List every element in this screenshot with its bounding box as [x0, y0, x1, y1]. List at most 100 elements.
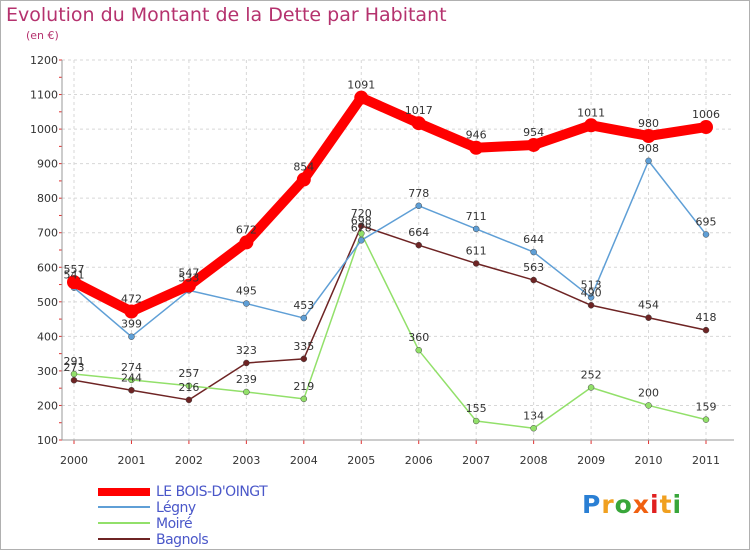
data-point-bois-d-oingt [67, 275, 81, 290]
data-point-legny [415, 202, 422, 210]
data-point-bois-d-oingt [181, 278, 196, 293]
legend-swatch-moire [98, 522, 150, 524]
logo-letter: i [650, 490, 660, 519]
y-tick-label: 1200 [30, 54, 58, 67]
data-point-moire [645, 402, 652, 409]
data-label-bois-d-oingt: 946 [466, 129, 487, 142]
data-point-bagnols [702, 326, 710, 334]
data-label-bagnols: 244 [121, 371, 142, 384]
data-label-bagnols: 335 [293, 340, 314, 353]
proxiti-logo: Proxiti [582, 490, 682, 519]
data-label-bois-d-oingt: 1091 [347, 79, 375, 92]
logo-letter: t [659, 490, 673, 519]
x-tick-label: 2007 [462, 454, 490, 467]
data-label-legny: 678 [351, 221, 372, 234]
chart-title: Evolution du Montant de la Dette par Hab… [6, 4, 447, 26]
data-point-moire [243, 388, 250, 396]
data-point-moire [587, 384, 595, 391]
data-label-legny: 399 [121, 318, 142, 331]
legend-swatch-bois-d-oingt [98, 488, 150, 496]
logo-letter: o [614, 490, 633, 519]
data-point-legny [300, 314, 308, 322]
data-label-legny: 453 [293, 299, 314, 312]
data-label-moire: 274 [121, 361, 142, 374]
logo-letter: x [632, 490, 650, 519]
data-point-moire [472, 417, 480, 425]
data-label-bois-d-oingt: 954 [523, 126, 544, 139]
data-point-legny [128, 333, 135, 340]
legend-label-bagnols: Bagnols [156, 532, 209, 548]
data-label-moire: 200 [638, 386, 659, 399]
x-tick-label: 2009 [577, 454, 605, 467]
y-tick-label: 1100 [30, 89, 58, 102]
data-point-bois-d-oingt [411, 116, 426, 131]
data-point-bagnols [70, 376, 78, 384]
data-label-bagnols: 323 [236, 344, 257, 357]
data-label-bois-d-oingt: 980 [638, 117, 659, 130]
data-label-moire: 698 [351, 214, 372, 227]
data-point-moire [702, 416, 710, 423]
y-tick-label: 600 [37, 261, 58, 274]
data-label-moire: 257 [178, 367, 199, 380]
data-point-bois-d-oingt [296, 172, 311, 187]
data-label-bagnols: 664 [408, 226, 429, 239]
y-tick-label: 1000 [30, 123, 58, 136]
data-label-bagnols: 611 [466, 244, 487, 257]
x-tick-label: 2006 [405, 454, 433, 467]
data-point-bagnols [415, 241, 422, 249]
data-label-bois-d-oingt: 547 [178, 267, 199, 280]
data-label-moire: 360 [408, 331, 429, 344]
data-label-bois-d-oingt: 1006 [692, 108, 720, 121]
data-label-bois-d-oingt: 1011 [577, 106, 605, 119]
data-point-legny [243, 300, 250, 307]
data-point-legny [702, 231, 710, 238]
legend-label-legny: Légny [156, 500, 196, 516]
y-tick-label: 700 [37, 227, 58, 240]
data-point-bois-d-oingt [469, 140, 484, 155]
data-point-moire [300, 395, 308, 403]
series-line-bois-d-oingt [69, 92, 711, 317]
data-label-moire: 219 [293, 380, 314, 393]
data-label-legny: 533 [178, 271, 199, 284]
data-point-bois-d-oingt [124, 304, 139, 319]
data-point-bagnols [472, 260, 480, 267]
y-tick-label: 400 [37, 330, 58, 343]
data-label-bois-d-oingt: 557 [64, 263, 85, 276]
legend-label-moire: Moiré [156, 516, 193, 532]
data-label-bois-d-oingt: 1017 [405, 104, 433, 117]
data-point-moire [530, 425, 537, 432]
legend-label-bois-d-oingt: LE BOIS-D'OINGT [156, 484, 268, 500]
x-tick-label: 2008 [520, 454, 548, 467]
data-point-moire [358, 230, 365, 237]
data-point-bagnols [128, 387, 135, 394]
data-point-legny [472, 225, 480, 233]
series-line-bagnols [73, 225, 707, 401]
data-label-bagnols: 216 [178, 381, 199, 394]
data-label-bagnols: 273 [64, 361, 85, 374]
y-tick-label: 900 [37, 158, 58, 171]
data-point-moire [128, 376, 135, 384]
data-point-legny [645, 157, 652, 165]
data-label-moire: 155 [466, 402, 487, 415]
data-label-legny: 711 [466, 210, 487, 223]
y-tick-label: 800 [37, 192, 58, 205]
data-label-moire: 134 [523, 409, 544, 422]
data-point-bagnols [185, 396, 193, 404]
data-label-legny: 908 [638, 142, 659, 155]
data-label-legny: 495 [236, 285, 257, 298]
data-point-bois-d-oingt [584, 118, 599, 133]
data-point-bois-d-oingt [354, 90, 369, 105]
data-point-bagnols [587, 302, 595, 309]
data-label-moire: 159 [696, 401, 717, 414]
data-label-legny: 644 [523, 233, 544, 246]
logo-letter: i [672, 490, 683, 519]
data-label-bois-d-oingt: 672 [236, 223, 257, 236]
series-line-legny [73, 160, 707, 338]
logo-letter: r [601, 490, 615, 519]
data-point-bagnols [358, 222, 365, 230]
data-point-moire [70, 370, 78, 378]
x-tick-label: 2003 [232, 454, 260, 467]
data-point-legny [358, 237, 365, 244]
x-tick-label: 2011 [692, 454, 720, 467]
